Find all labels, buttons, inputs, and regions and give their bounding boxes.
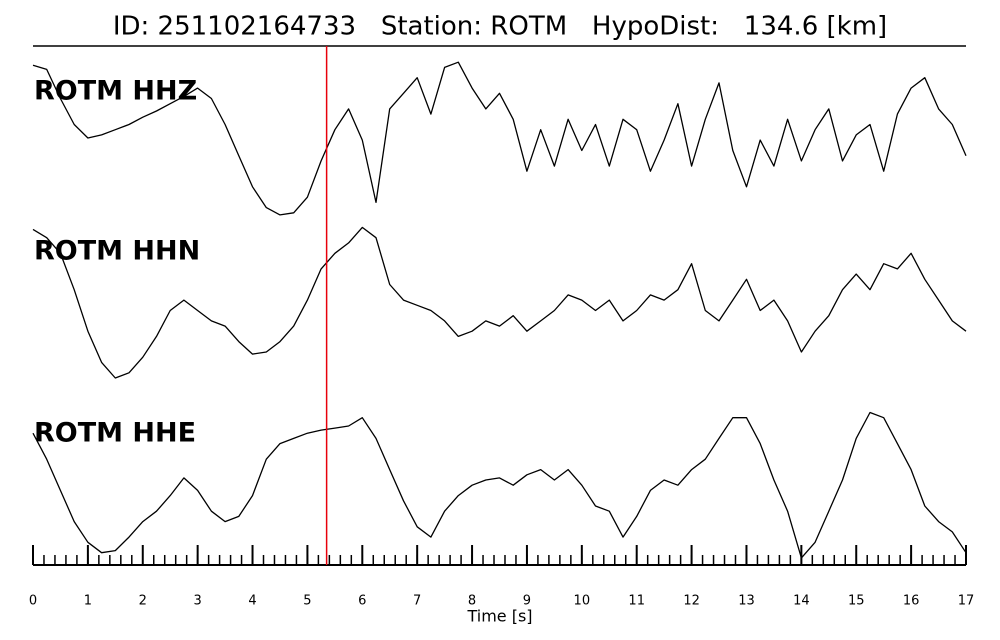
trace	[32, 226, 967, 379]
trace-label: ROTM HHE	[34, 418, 196, 449]
x-tick-label: 0	[29, 594, 37, 609]
x-tick-label: 2	[139, 594, 147, 609]
x-tick-label: 16	[903, 594, 920, 609]
trace-label: ROTM HHN	[34, 236, 200, 267]
x-tick-label: 13	[738, 594, 755, 609]
x-tick-label: 4	[248, 594, 256, 609]
x-tick-label: 10	[574, 594, 591, 609]
x-tick-label: 8	[468, 594, 476, 609]
x-tick-label: 17	[958, 594, 975, 609]
x-tick-label: 12	[683, 594, 700, 609]
x-tick-label: 6	[358, 594, 366, 609]
trace	[32, 411, 967, 559]
x-tick-label: 15	[848, 594, 865, 609]
x-tick-label: 14	[793, 594, 810, 609]
trace	[32, 61, 967, 216]
x-tick-label: 3	[194, 594, 202, 609]
x-axis-label: Time [s]	[466, 607, 532, 626]
x-tick-label: 11	[628, 594, 645, 609]
x-tick-label: 5	[303, 594, 311, 609]
x-tick-label: 1	[84, 594, 92, 609]
x-tick-label: 7	[413, 594, 421, 609]
x-tick-label: 9	[523, 594, 531, 609]
chart-title: ID: 251102164733 Station: ROTM HypoDist:…	[113, 12, 887, 42]
trace-label: ROTM HHZ	[34, 76, 197, 107]
